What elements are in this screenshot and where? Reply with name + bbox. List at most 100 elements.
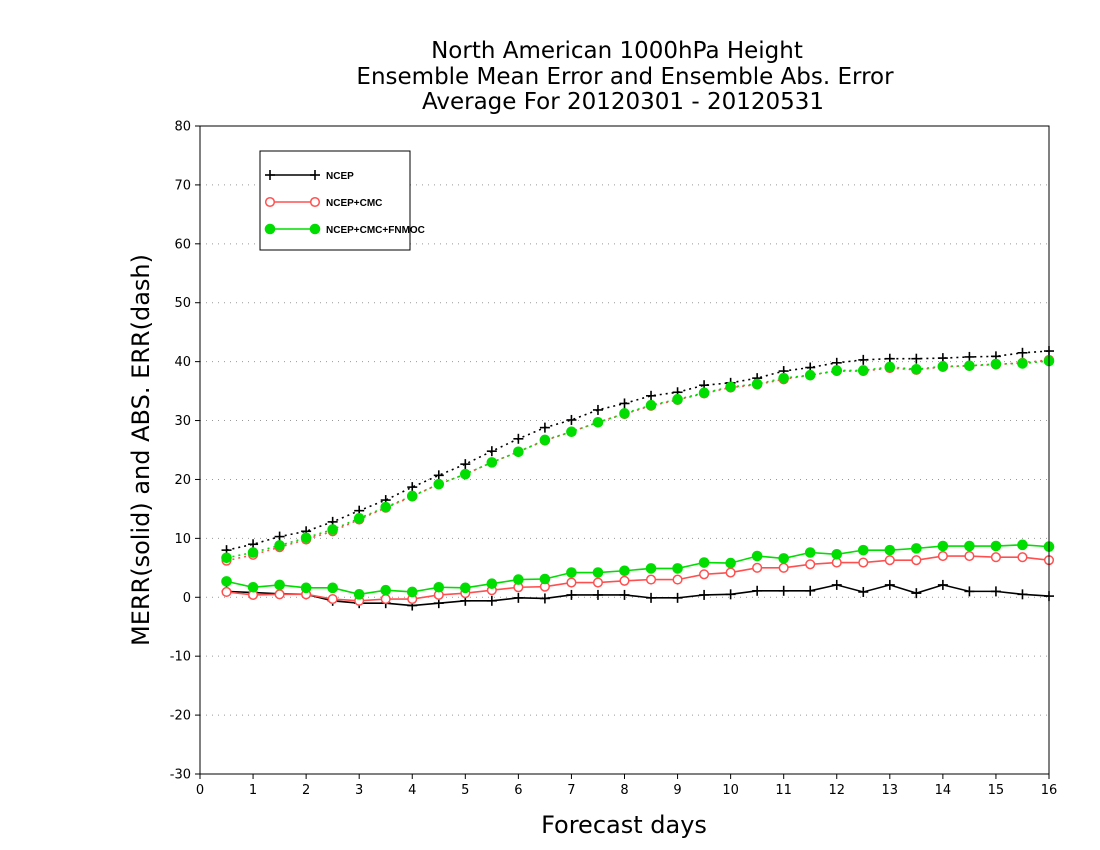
merr-ncep-point: [831, 579, 842, 590]
title-line-3: Average For 20120301 - 20120531: [422, 89, 824, 115]
merr-ncep-cmc-point: [778, 562, 789, 573]
abs-error-ncep-point: [433, 470, 444, 481]
legend-label: NCEP+CMC: [326, 198, 382, 209]
merr-ncep-cmc-fnmoc-point: [380, 584, 392, 596]
x-tick-label: 13: [882, 783, 899, 798]
merr-ncep-point: [858, 586, 869, 597]
merr-ncep-cmc-fnmoc-point: [964, 540, 975, 552]
merr-ncep-point: [646, 592, 657, 603]
x-tick-label: 11: [775, 783, 792, 798]
merr-ncep-cmc-point: [672, 574, 683, 585]
merr-ncep-cmc-fnmoc-point: [778, 553, 789, 564]
abs-error-ncep-point: [911, 353, 922, 364]
abs-error-line-ncep-cmc-fnmoc: [226, 360, 1050, 559]
merr-series: [221, 539, 1055, 611]
merr-line-ncep-cmc: [226, 555, 1050, 602]
merr-ncep-point: [725, 589, 736, 600]
x-tick-label: 8: [620, 783, 628, 798]
abs-error-ncep-cmc-fnmoc-point: [698, 387, 710, 399]
y-tick-label: 70: [174, 178, 191, 193]
merr-ncep-cmc-fnmoc-point: [698, 557, 710, 568]
merr-ncep-cmc-point: [884, 555, 895, 566]
merr-ncep-point: [884, 579, 895, 590]
merr-ncep-point: [752, 585, 763, 596]
merr-ncep-point: [592, 589, 603, 600]
merr-ncep-cmc-point: [752, 562, 763, 573]
merr-ncep-cmc-point: [858, 557, 869, 568]
abs-error-ncep-cmc-fnmoc-point: [380, 501, 392, 513]
legend-marker-left-point: [264, 223, 276, 235]
legend-label: NCEP: [326, 171, 354, 182]
x-tick-label: 12: [828, 783, 845, 798]
abs-error-ncep-cmc-fnmoc-point: [353, 513, 365, 524]
merr-ncep-cmc-fnmoc-point: [751, 550, 763, 562]
merr-ncep-point: [513, 592, 524, 603]
merr-ncep-cmc-point: [937, 550, 948, 562]
abs-error-ncep-cmc-fnmoc-point: [964, 360, 975, 372]
legend-marker-right-point: [309, 196, 321, 208]
merr-ncep-point: [911, 588, 922, 599]
abs-error-line-ncep-cmc: [226, 359, 1050, 562]
abs-error-ncep-cmc-fnmoc-point: [433, 478, 445, 490]
y-tick-label: 40: [174, 355, 191, 370]
abs-error-ncep-cmc-fnmoc-point: [513, 446, 524, 458]
abs-error-ncep-cmc-fnmoc-point: [672, 394, 683, 405]
merr-ncep-cmc-point: [221, 586, 232, 598]
y-tick-label: -30: [170, 768, 191, 783]
abs-error-ncep-cmc-fnmoc-point: [645, 399, 657, 411]
merr-ncep-cmc-fnmoc-point: [1017, 539, 1028, 551]
x-tick-label: 5: [461, 783, 469, 798]
abs-error-ncep-cmc-fnmoc-point: [804, 369, 816, 381]
x-tick-label: 14: [935, 783, 952, 798]
x-tick-label: 2: [302, 783, 310, 798]
merr-ncep-point: [672, 592, 683, 603]
abs-error-ncep-point: [486, 446, 497, 457]
legend-marker-right-point: [309, 223, 321, 235]
legend: NCEP NCEP+CMC NCEP+CMC+FNMOC: [259, 150, 425, 251]
abs-error-ncep-cmc-fnmoc-point: [884, 361, 896, 373]
x-tick-label: 6: [514, 783, 522, 798]
chart-title: North American 1000hPa Height Ensemble M…: [356, 38, 894, 115]
merr-ncep-cmc-fnmoc-point: [566, 567, 577, 578]
x-tick-label: 3: [355, 783, 363, 798]
merr-ncep-point: [539, 593, 550, 604]
abs-error-ncep-point: [1017, 347, 1028, 358]
abs-error-ncep-point: [407, 482, 418, 493]
merr-ncep-cmc-fnmoc-point: [884, 544, 896, 556]
merr-ncep-cmc-fnmoc-point: [990, 540, 1002, 552]
merr-ncep-cmc-point: [1017, 552, 1028, 563]
legend-marker-left-point: [264, 196, 276, 208]
merr-ncep-cmc-point: [380, 593, 391, 605]
merr-ncep-cmc-fnmoc-point: [831, 548, 843, 560]
merr-ncep-point: [619, 589, 630, 600]
abs-error-ncep-point: [619, 398, 630, 409]
legend-entry: NCEP+CMC: [264, 196, 382, 209]
merr-ncep-cmc-point: [645, 574, 657, 585]
merr-ncep-cmc-point: [699, 569, 710, 580]
abs-error-ncep-cmc-fnmoc-point: [937, 361, 949, 372]
abs-error-ncep-cmc-fnmoc-point: [327, 524, 338, 535]
y-tick-label: 30: [174, 414, 191, 429]
plot-frame: [199, 125, 1050, 775]
title-line-1: North American 1000hPa Height: [431, 38, 803, 64]
abs-error-ncep-point: [964, 351, 975, 362]
merr-ncep-cmc-fnmoc-point: [592, 567, 604, 578]
merr-ncep-point: [699, 589, 710, 600]
abs-error-ncep-cmc-fnmoc-point: [539, 434, 551, 446]
merr-ncep-cmc-point: [725, 567, 736, 578]
merr-ncep-cmc-point: [327, 593, 338, 605]
merr-line-ncep-cmc-fnmoc: [226, 544, 1050, 596]
merr-ncep-cmc-fnmoc-point: [937, 540, 949, 552]
abs-error-ncep-point: [513, 433, 524, 444]
abs-error-ncep-point: [460, 459, 471, 470]
merr-ncep-cmc-fnmoc-point: [460, 582, 471, 594]
merr-ncep-point: [1017, 589, 1028, 600]
abs-error-ncep-point: [539, 422, 550, 433]
merr-ncep-cmc-point: [274, 589, 285, 600]
merr-ncep-point: [486, 595, 497, 606]
abs-error-ncep-point: [274, 531, 285, 542]
y-tick-label: 80: [174, 120, 191, 135]
merr-ncep-cmc-fnmoc-point: [300, 582, 312, 594]
merr-ncep-cmc-point: [911, 555, 922, 566]
